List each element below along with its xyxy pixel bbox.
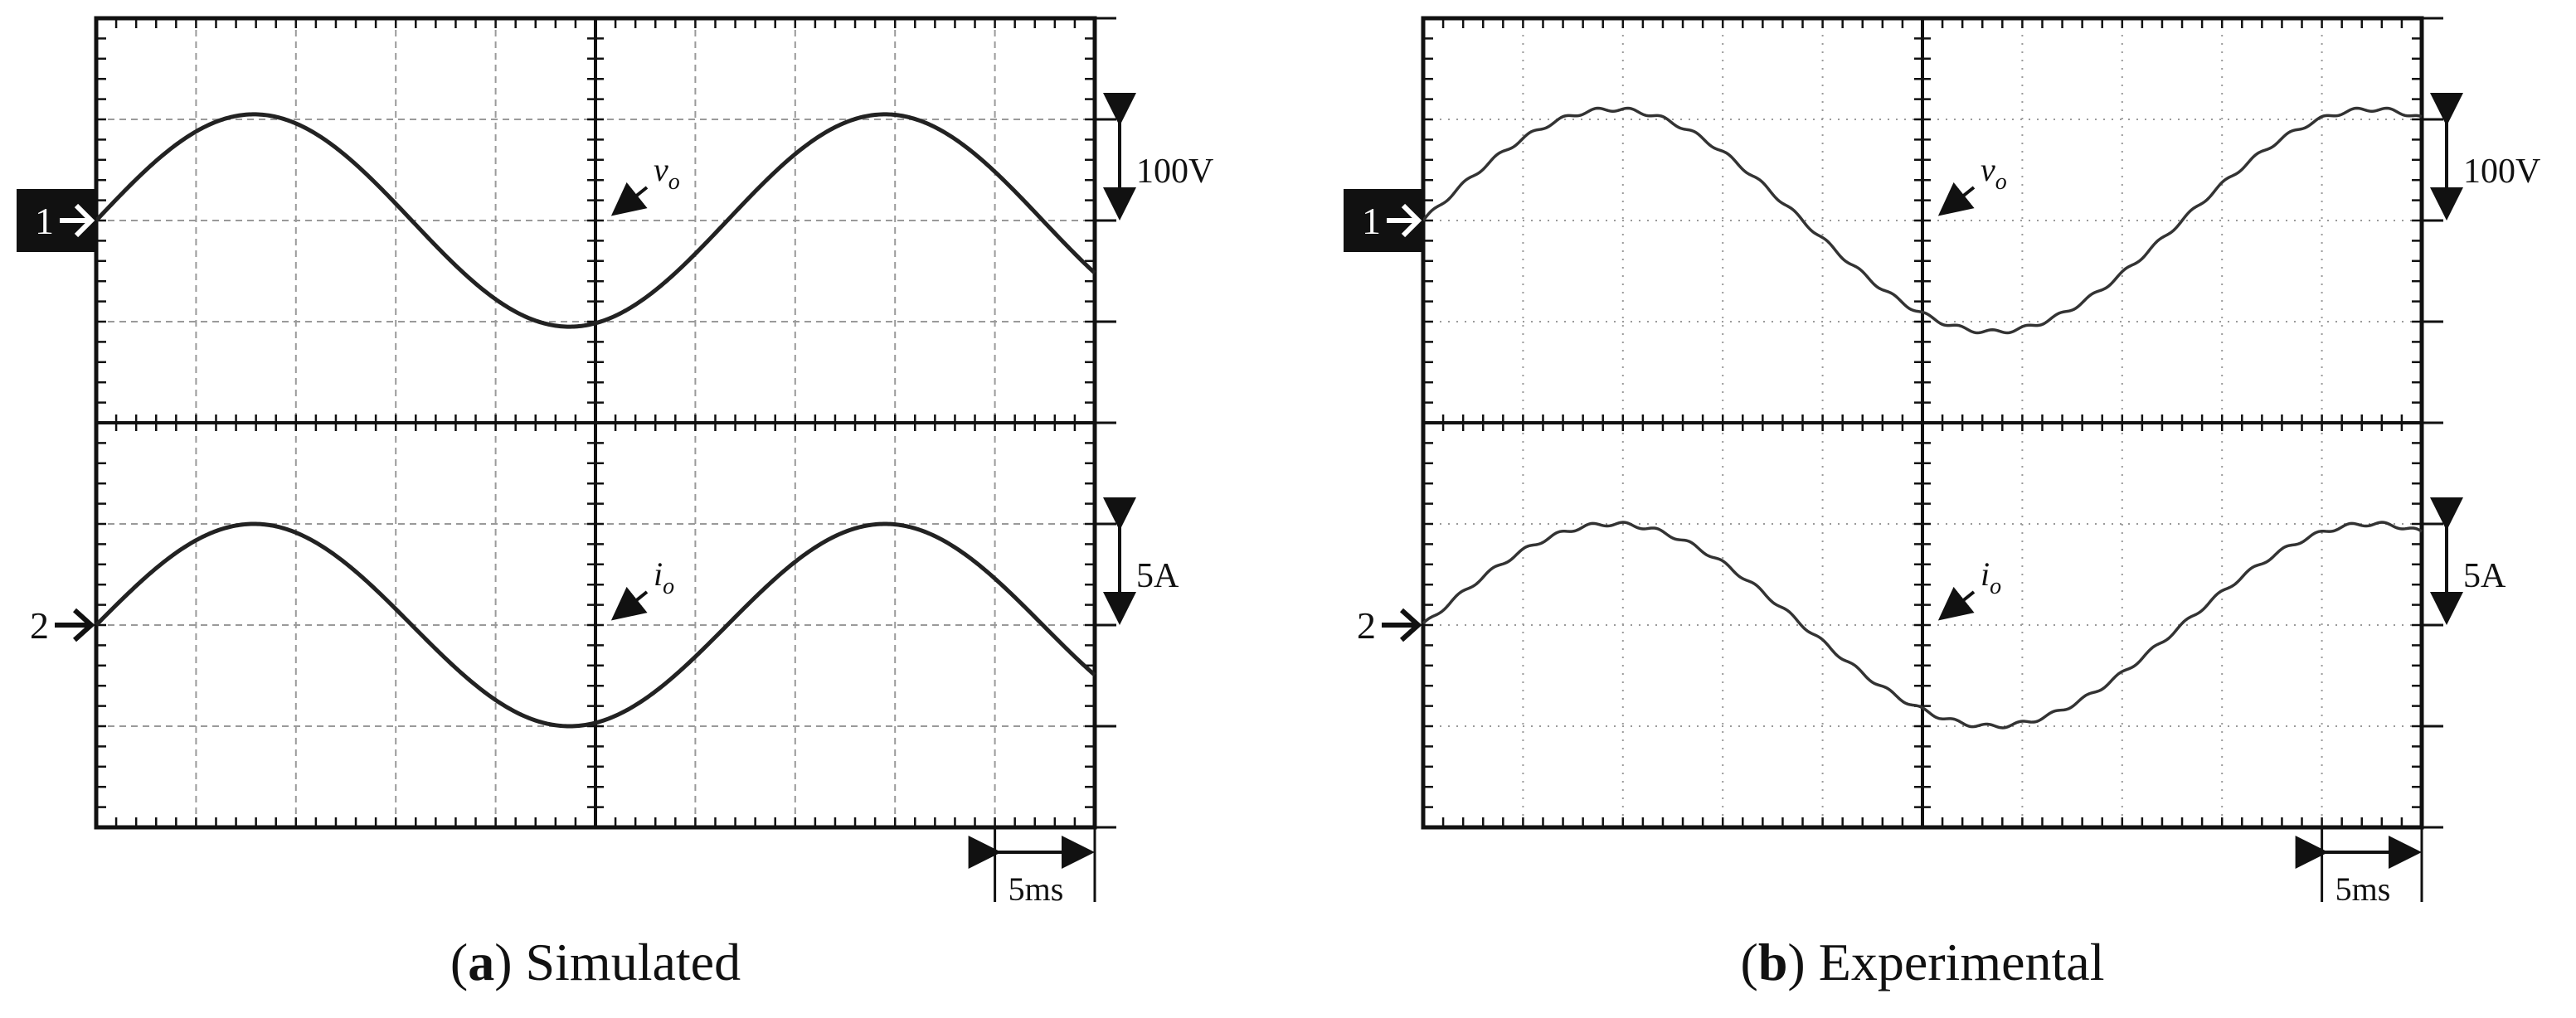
channel-2-number: 2 [30, 604, 49, 647]
signal-label: io [1981, 555, 2001, 599]
label-v-o: vo [610, 151, 680, 216]
signal-label: io [654, 555, 674, 599]
scale-voltage: 100V [2430, 93, 2540, 221]
trace-i-o [95, 521, 1096, 729]
arrow-right-icon [55, 608, 95, 642]
arrow-right-icon [1382, 608, 1422, 642]
label-i-o: io [1937, 555, 2001, 621]
scale-label-current: 5A [1136, 557, 1179, 595]
panel-caption: (a) Simulated [450, 933, 741, 991]
scale-time: 5ms [2295, 827, 2423, 908]
channel-1-marker: 1 [1344, 189, 1423, 252]
label-v-o: vo [1937, 151, 2007, 216]
channel-1-marker: 1 [17, 189, 96, 252]
scale-label-voltage: 100V [2463, 153, 2540, 191]
scope-frame [94, 16, 1097, 830]
scale-label-time: 5ms [2335, 870, 2391, 908]
signal-label: vo [1981, 151, 2007, 195]
signal-label: vo [654, 151, 680, 195]
label-i-o: io [610, 555, 674, 621]
pointer-arrow-icon [610, 182, 649, 216]
channel-2-marker: 2 [1357, 604, 1422, 647]
scale-time: 5ms [968, 827, 1096, 908]
trace-v-o [1422, 106, 2423, 335]
pointer-arrow-icon [610, 586, 649, 621]
channel-1-number: 1 [1362, 200, 1381, 242]
scope-panel-a: 1 2 vo io 100V 5A 5ms (a) Simulated [17, 16, 1213, 991]
pointer-arrow-icon [1937, 586, 1976, 621]
pointer-arrow-icon [1937, 182, 1976, 216]
scope-panel-b: 1 2 vo io 100V 5A 5ms (b) Experimental [1344, 16, 2540, 991]
channel-1-number: 1 [35, 200, 54, 242]
channel-2-marker: 2 [30, 604, 95, 647]
arrow-right-icon [60, 203, 95, 238]
scale-current: 5A [1103, 497, 1179, 625]
scope-frame [1421, 16, 2424, 830]
scale-label-voltage: 100V [1136, 153, 1213, 191]
scale-label-current: 5A [2463, 557, 2506, 595]
scale-current: 5A [2430, 497, 2506, 625]
panel-caption: (b) Experimental [1741, 933, 2105, 991]
trace-v-o [95, 112, 1096, 329]
arrow-right-icon [1387, 203, 1422, 238]
scale-label-time: 5ms [1009, 870, 1064, 908]
trace-i-o [1422, 521, 2423, 730]
scale-voltage: 100V [1103, 93, 1213, 221]
channel-2-number: 2 [1357, 604, 1376, 647]
